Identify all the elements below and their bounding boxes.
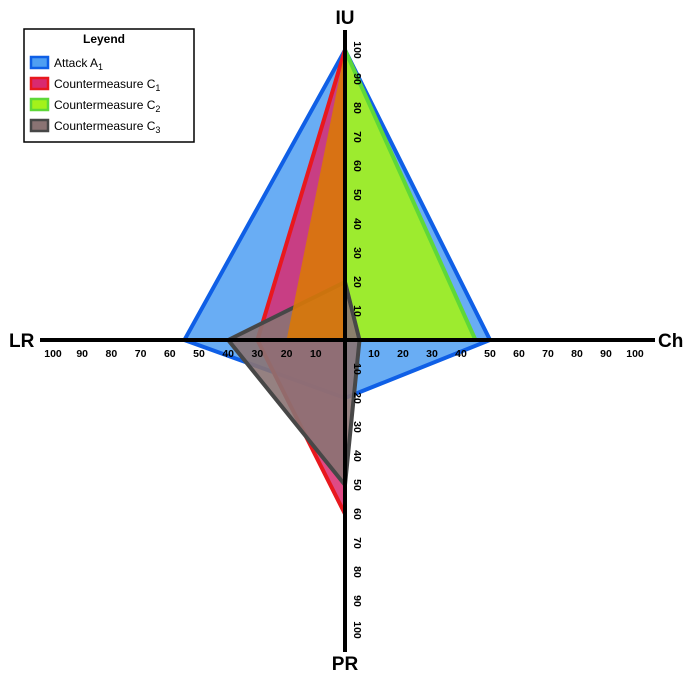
- tick-label-iu-80: 80: [351, 102, 363, 114]
- tick-label-pr-40: 40: [351, 450, 363, 462]
- tick-label-iu-70: 70: [351, 131, 363, 143]
- tick-label-ch-10: 10: [368, 348, 380, 360]
- tick-label-pr-90: 90: [351, 595, 363, 607]
- tick-label-lr-100: 100: [44, 348, 62, 360]
- legend-swatch-3: [29, 97, 50, 112]
- tick-label-pr-50: 50: [351, 479, 363, 491]
- legend: Leyend Attack A1 Countermeasure C1 Counterm…: [23, 28, 195, 143]
- tick-label-pr-20: 20: [351, 392, 363, 404]
- tick-label-lr-60: 60: [164, 348, 176, 360]
- axis-label-iu: IU: [336, 8, 355, 29]
- tick-label-lr-30: 30: [252, 348, 264, 360]
- tick-label-iu-50: 50: [351, 189, 363, 201]
- tick-label-pr-30: 30: [351, 421, 363, 433]
- tick-label-iu-20: 20: [351, 276, 363, 288]
- legend-label-1: Attack A1: [54, 56, 103, 72]
- tick-label-iu-100: 100: [351, 41, 363, 59]
- legend-swatch-4: [29, 118, 50, 133]
- tick-label-iu-10: 10: [351, 305, 363, 317]
- tick-label-lr-80: 80: [106, 348, 118, 360]
- axis-label-lr: LR: [9, 331, 35, 352]
- tick-label-iu-60: 60: [351, 160, 363, 172]
- tick-label-ch-60: 60: [513, 348, 525, 360]
- legend-swatch-1: [29, 55, 50, 70]
- tick-label-lr-70: 70: [135, 348, 147, 360]
- tick-label-ch-30: 30: [426, 348, 438, 360]
- tick-label-pr-80: 80: [351, 566, 363, 578]
- legend-title: Leyend: [83, 32, 125, 46]
- tick-label-iu-90: 90: [351, 73, 363, 85]
- tick-label-lr-20: 20: [281, 348, 293, 360]
- tick-label-ch-40: 40: [455, 348, 467, 360]
- axis-label-pr: PR: [332, 654, 359, 673]
- legend-box: [23, 28, 195, 143]
- axes: IU Ch PR LR: [9, 8, 683, 673]
- legend-label-3: Countermeasure C2: [54, 98, 160, 114]
- tick-label-pr-70: 70: [351, 537, 363, 549]
- tick-label-ch-90: 90: [600, 348, 612, 360]
- legend-swatch-2: [29, 76, 50, 91]
- tick-label-ch-20: 20: [397, 348, 409, 360]
- tick-label-ch-80: 80: [571, 348, 583, 360]
- tick-label-lr-50: 50: [193, 348, 205, 360]
- tick-label-iu-40: 40: [351, 218, 363, 230]
- tick-label-ch-100: 100: [626, 348, 644, 360]
- tick-labels: 10 20 30 40 50 60 70 80 90 100 10 20 30 40 50 60 70 80 90 1…: [44, 41, 644, 639]
- tick-label-ch-70: 70: [542, 348, 554, 360]
- tick-label-lr-90: 90: [76, 348, 88, 360]
- tick-label-pr-10: 10: [351, 363, 363, 375]
- legend-label-2: Countermeasure C1: [54, 77, 160, 93]
- series-polygons: [181, 45, 493, 515]
- tick-label-iu-30: 30: [351, 247, 363, 259]
- series-polygon-3: [343, 49, 479, 342]
- tick-label-pr-60: 60: [351, 508, 363, 520]
- tick-label-ch-50: 50: [484, 348, 496, 360]
- legend-label-4: Countermeasure C3: [54, 119, 160, 135]
- tick-label-lr-40: 40: [222, 348, 234, 360]
- tick-label-lr-10: 10: [310, 348, 322, 360]
- overlap-region: [286, 50, 345, 340]
- tick-label-pr-100: 100: [351, 621, 363, 639]
- axis-label-ch: Ch: [658, 331, 683, 352]
